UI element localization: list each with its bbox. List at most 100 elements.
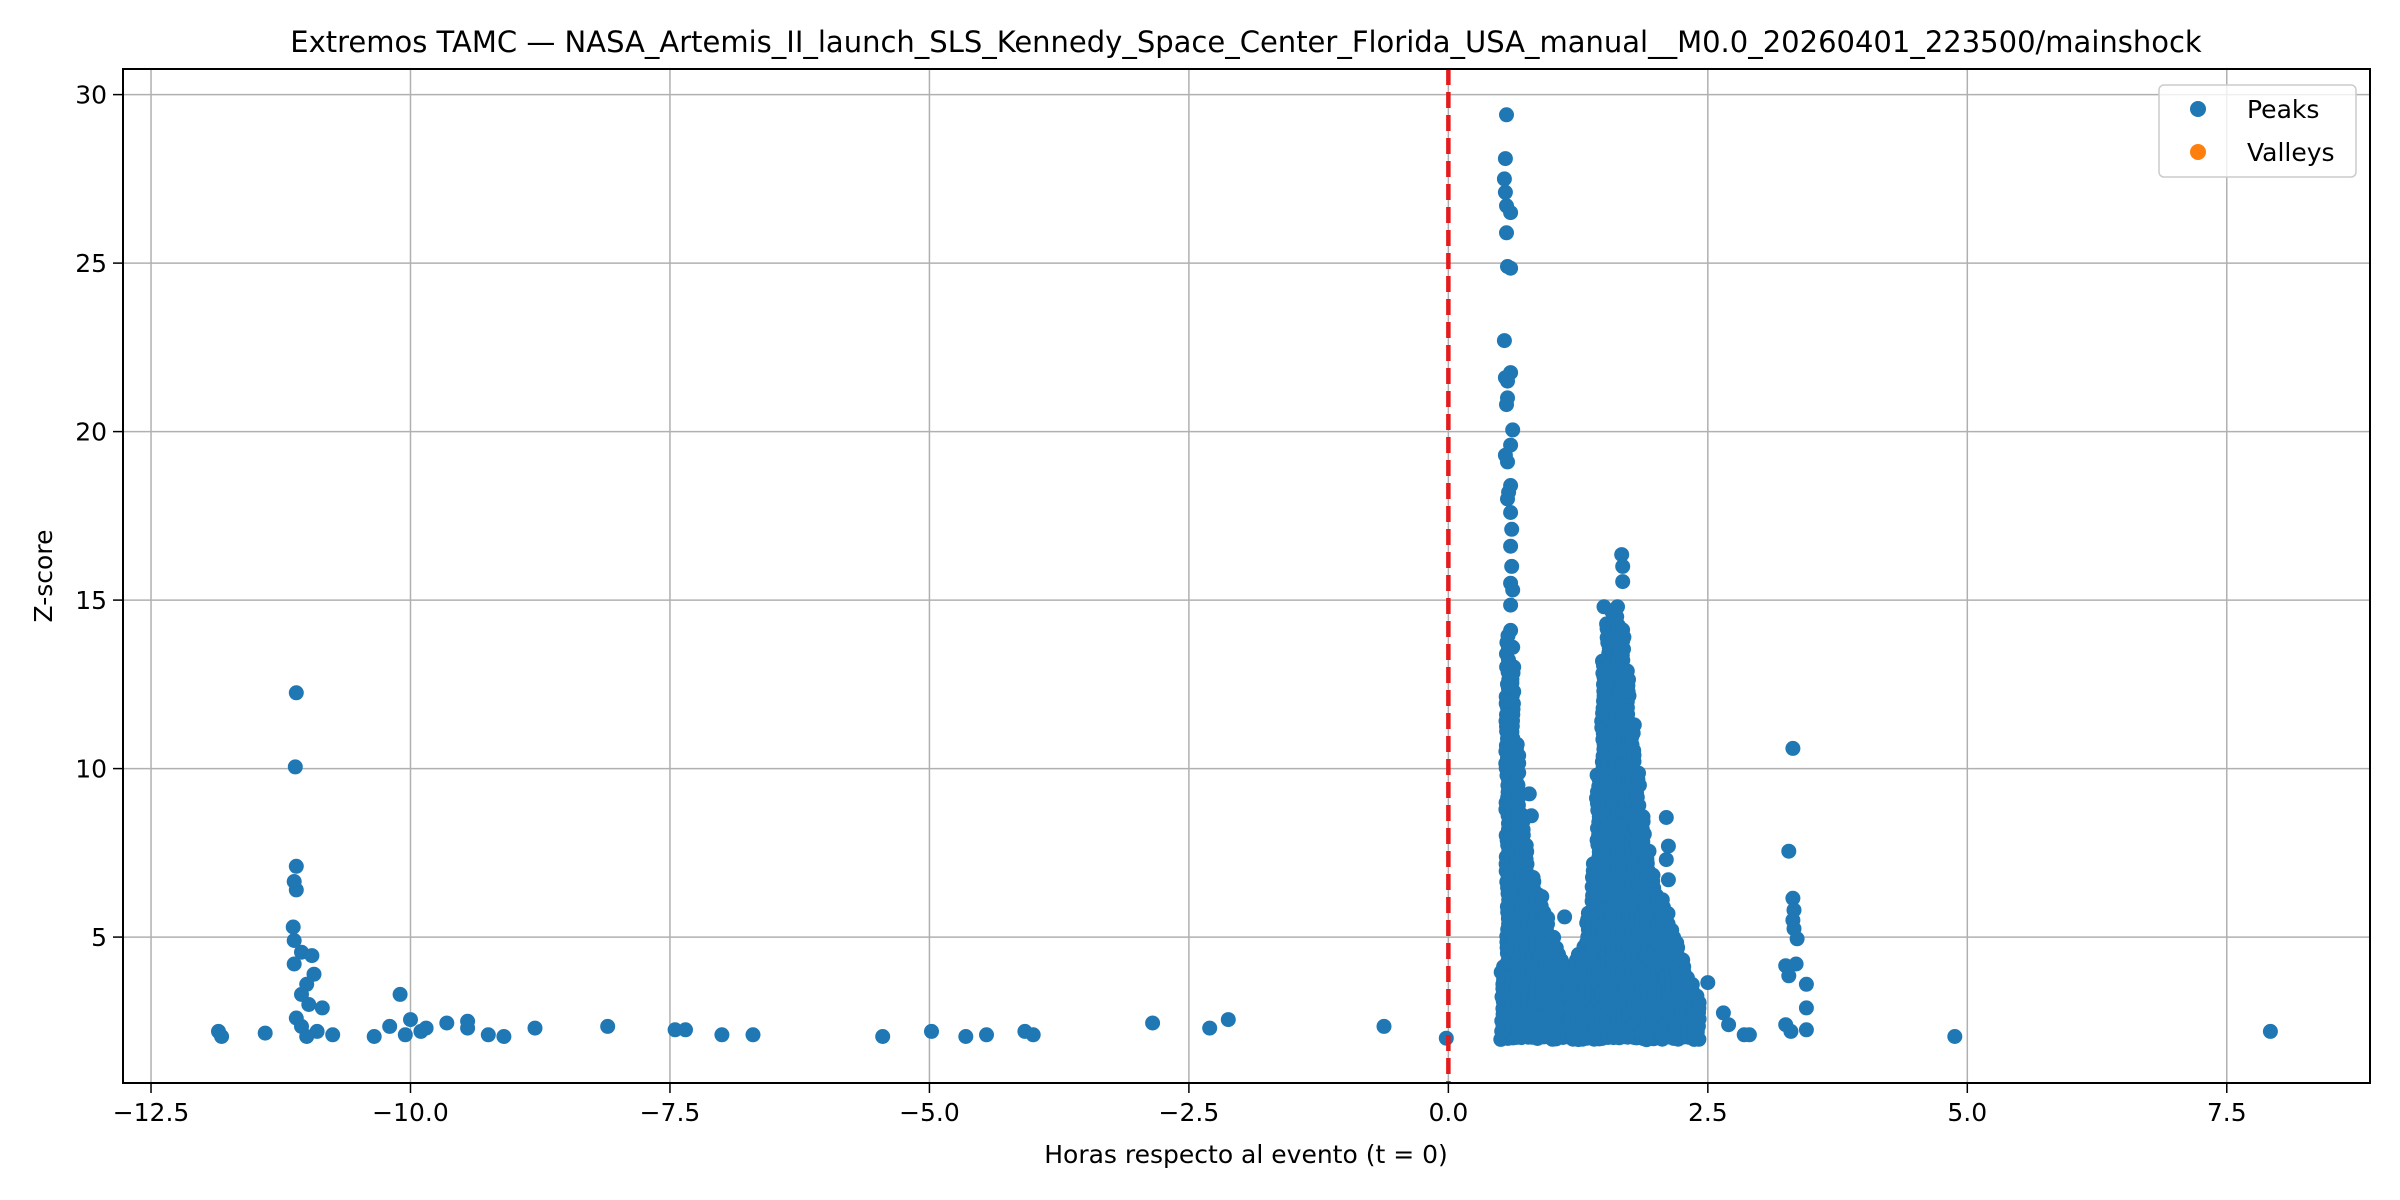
data-point — [418, 1020, 434, 1036]
legend-marker-valleys — [2190, 144, 2206, 160]
data-point — [1496, 171, 1512, 187]
data-point — [1660, 872, 1676, 888]
x-tick-label: 2.5 — [1688, 1098, 1728, 1127]
data-point — [1785, 740, 1801, 756]
data-point — [2262, 1023, 2278, 1039]
data-point — [1741, 1027, 1757, 1043]
x-tick-label: 5.0 — [1947, 1098, 1987, 1127]
data-point — [1658, 852, 1674, 868]
data-point — [286, 956, 302, 972]
data-point — [678, 1022, 693, 1038]
legend: Peaks Valleys — [2158, 84, 2357, 178]
data-point — [1506, 777, 1522, 793]
y-tick-label: 15 — [75, 586, 107, 615]
data-point — [1610, 599, 1625, 615]
data-point — [366, 1029, 382, 1044]
data-point — [527, 1020, 543, 1036]
data-point — [382, 1018, 398, 1034]
y-tick-label: 20 — [75, 418, 107, 447]
data-point — [1504, 521, 1520, 537]
data-point — [667, 1022, 683, 1038]
data-point — [288, 858, 304, 874]
data-point — [286, 933, 302, 948]
data-point — [1220, 1012, 1236, 1028]
data-point — [1503, 622, 1519, 638]
data-point — [1499, 707, 1514, 723]
data-point — [1798, 976, 1814, 992]
legend-marker-peaks — [2190, 101, 2206, 117]
data-point — [480, 1027, 496, 1043]
data-point — [1496, 333, 1512, 349]
data-point — [1660, 838, 1676, 854]
data-point — [1500, 491, 1515, 507]
data-point — [1596, 599, 1612, 615]
chart-title: Extremos TAMC — NASA_Artemis_II_launch_S… — [290, 25, 2202, 59]
data-point — [288, 685, 304, 701]
data-point — [304, 948, 320, 964]
data-point — [1500, 676, 1515, 692]
data-point — [1497, 184, 1513, 200]
data-point — [314, 1000, 330, 1016]
plot-frame — [122, 68, 2371, 1084]
data-point — [460, 1020, 476, 1036]
data-point — [1658, 810, 1674, 825]
data-point — [1715, 1005, 1731, 1021]
data-point — [1499, 225, 1514, 241]
data-point — [397, 1027, 413, 1043]
y-axis-ticks: 5 10 15 20 25 30 — [75, 81, 123, 952]
x-tick-label: −2.5 — [1159, 1098, 1220, 1127]
x-tick-label: 0.0 — [1428, 1098, 1468, 1127]
data-point — [403, 1012, 418, 1028]
y-tick-label: 30 — [75, 81, 107, 110]
data-point — [1504, 558, 1520, 574]
data-point — [214, 1029, 230, 1044]
data-point — [1523, 808, 1539, 824]
data-point — [1614, 547, 1630, 563]
data-point — [1781, 968, 1797, 984]
legend-box — [2158, 84, 2357, 178]
data-point — [1145, 1015, 1161, 1031]
data-point — [1501, 724, 1517, 739]
data-point — [875, 1029, 891, 1044]
data-point — [288, 882, 304, 898]
data-point — [1615, 574, 1631, 590]
data-point — [745, 1027, 761, 1043]
data-point — [439, 1015, 455, 1031]
x-tick-label: −7.5 — [640, 1098, 701, 1127]
y-tick-label: 10 — [75, 755, 107, 784]
data-point — [325, 1027, 341, 1043]
gridlines — [123, 69, 2370, 1083]
data-point — [285, 919, 301, 935]
data-point — [392, 986, 408, 1002]
data-point — [1503, 597, 1519, 613]
x-axis-ticks: −12.5 −10.0 −7.5 −5.0 −2.5 0.0 2.5 5.0 7.5 — [113, 1083, 2247, 1127]
data-point — [979, 1027, 994, 1043]
data-point — [1505, 582, 1521, 598]
data-point — [1503, 538, 1519, 554]
y-axis-label: Z-score — [29, 530, 58, 623]
data-point — [1721, 1017, 1737, 1033]
data-point — [1781, 843, 1797, 859]
data-point — [1202, 1020, 1218, 1036]
data-point — [1503, 737, 1519, 753]
data-point — [1025, 1027, 1041, 1043]
data-point — [1534, 889, 1550, 905]
data-point — [1798, 1000, 1814, 1016]
data-point — [600, 1018, 616, 1034]
data-point — [1503, 260, 1519, 276]
data-point — [257, 1025, 273, 1041]
y-tick-label: 25 — [75, 249, 107, 278]
data-point — [301, 997, 317, 1012]
data-point — [1700, 975, 1716, 991]
data-point — [1503, 693, 1519, 709]
x-tick-label: −10.0 — [372, 1098, 449, 1127]
data-point — [1505, 422, 1521, 438]
data-point — [1503, 660, 1519, 675]
data-point — [1789, 931, 1805, 947]
data-point — [1615, 558, 1631, 574]
x-tick-label: −5.0 — [899, 1098, 960, 1127]
data-point — [1947, 1029, 1963, 1044]
data-point — [1798, 1022, 1814, 1038]
data-point — [714, 1027, 730, 1043]
